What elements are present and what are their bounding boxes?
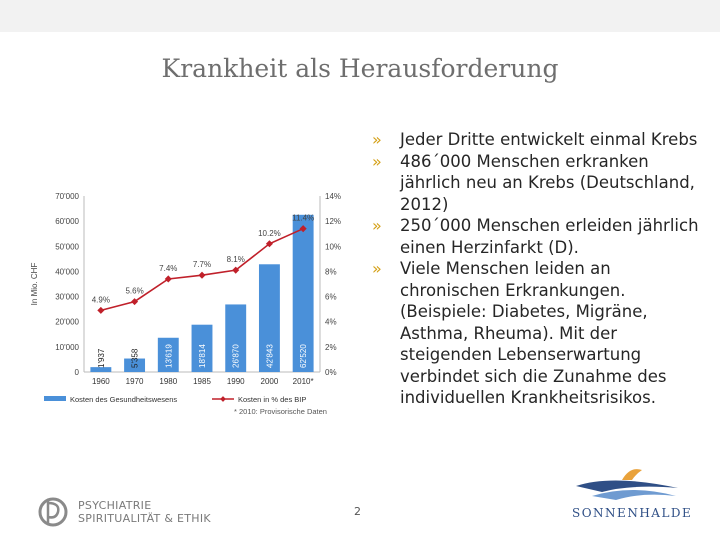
bullet-text: 486´000 Menschen erkranken jährlich neu … bbox=[400, 151, 695, 214]
x-tick-label: 1960 bbox=[92, 377, 110, 386]
bar bbox=[191, 324, 213, 372]
bullet-marker-icon: » bbox=[372, 216, 382, 235]
bip-value-label: 5.6% bbox=[125, 287, 143, 296]
x-tick-label: 2010* bbox=[293, 377, 314, 386]
y2-tick-label: 6% bbox=[325, 293, 337, 302]
legend-bar-swatch bbox=[44, 396, 66, 401]
y-tick-label: 20'000 bbox=[55, 318, 79, 327]
bullet-item: » 486´000 Menschen erkranken jährlich neu… bbox=[372, 151, 712, 216]
y2-tick-label: 2% bbox=[325, 343, 337, 352]
bip-value-label: 7.4% bbox=[159, 264, 177, 273]
bullet-item: » Jeder Dritte entwickelt einmal Krebs bbox=[372, 129, 712, 151]
bar-value-label: 1'937 bbox=[97, 348, 106, 368]
bip-value-label: 8.1% bbox=[227, 255, 245, 264]
bar bbox=[225, 304, 247, 372]
y-tick-label: 50'000 bbox=[55, 242, 79, 251]
x-tick-label: 2000 bbox=[261, 377, 279, 386]
page-number: 2 bbox=[354, 505, 361, 518]
bip-value-label: 11.4% bbox=[292, 214, 314, 223]
bar bbox=[124, 358, 146, 372]
bar-value-label: 18'814 bbox=[198, 344, 207, 368]
bullet-list: » Jeder Dritte entwickelt einmal Krebs » 48… bbox=[372, 129, 712, 409]
legend-bar-label: Kosten des Gesundheitswesens bbox=[70, 395, 177, 404]
sonnenhalde-logo-icon bbox=[576, 469, 678, 500]
psychiatrie-logo-icon bbox=[38, 497, 68, 527]
psychiatrie-logo: PSYCHIATRIE SPIRITUALITÄT & ETHIK bbox=[36, 495, 216, 529]
sonnenhalde-logo: SONNENHALDE bbox=[572, 466, 693, 526]
x-tick-label: 1985 bbox=[193, 377, 211, 386]
bip-point bbox=[164, 275, 172, 283]
y-axis-label: In Mio. CHF bbox=[30, 263, 39, 306]
bip-value-label: 7.7% bbox=[193, 260, 211, 269]
bip-point bbox=[299, 225, 307, 233]
y-tick-label: 70'000 bbox=[55, 192, 79, 201]
y-tick-label: 60'000 bbox=[55, 217, 79, 226]
bip-value-label: 4.9% bbox=[92, 295, 110, 304]
bip-point bbox=[131, 298, 139, 306]
x-tick-label: 1990 bbox=[227, 377, 245, 386]
bar bbox=[90, 367, 112, 372]
legend-line-marker bbox=[220, 396, 226, 402]
slide-title: Krankheit als Herausforderung bbox=[161, 54, 559, 83]
x-tick-label: 1980 bbox=[159, 377, 177, 386]
bar-value-label: 26'870 bbox=[232, 344, 241, 368]
sonnenhalde-text: SONNENHALDE bbox=[572, 506, 693, 520]
y2-tick-label: 14% bbox=[325, 192, 341, 201]
y-tick-label: 40'000 bbox=[55, 267, 79, 276]
bip-point bbox=[198, 271, 206, 279]
bullet-marker-icon: » bbox=[372, 130, 382, 149]
bullet-marker-icon: » bbox=[372, 259, 382, 278]
bip-value-label: 10.2% bbox=[258, 229, 281, 238]
y-tick-label: 0 bbox=[75, 368, 80, 377]
chart-footnote: * 2010: Provisorische Daten bbox=[234, 407, 327, 416]
bar-value-label: 42'843 bbox=[265, 344, 274, 368]
bar bbox=[157, 337, 179, 372]
y-tick-label: 30'000 bbox=[55, 293, 79, 302]
y2-tick-label: 4% bbox=[325, 318, 337, 327]
bar bbox=[292, 214, 314, 372]
y-tick-label: 10'000 bbox=[55, 343, 79, 352]
bip-point bbox=[97, 306, 105, 314]
top-bar bbox=[0, 0, 720, 32]
legend-line-label: Kosten in % des BIP bbox=[238, 395, 306, 404]
y2-tick-label: 0% bbox=[325, 368, 337, 377]
cost-chart: 0 10'000 20'000 30'000 40'000 50'000 60'000 70'… bbox=[30, 192, 341, 416]
bip-point bbox=[232, 266, 240, 274]
bar-value-label: 5'358 bbox=[131, 348, 140, 368]
x-tick-label: 1970 bbox=[126, 377, 144, 386]
bullet-item: » 250´000 Menschen erleiden jährlich eine… bbox=[372, 215, 712, 258]
bar bbox=[258, 264, 280, 372]
logo-line-2: SPIRITUALITÄT & ETHIK bbox=[78, 512, 211, 525]
bullet-marker-icon: » bbox=[372, 151, 382, 171]
bar-value-label: 13'619 bbox=[164, 344, 173, 368]
bullet-text: 250´000 Menschen erleiden jährlich einen… bbox=[400, 216, 699, 257]
bullet-text: Jeder Dritte entwickelt einmal Krebs bbox=[400, 130, 698, 149]
y2-tick-label: 10% bbox=[325, 242, 341, 251]
bullet-text: Viele Menschen leiden an chronischen Erk… bbox=[400, 259, 667, 407]
y2-tick-label: 8% bbox=[325, 267, 337, 276]
bar-value-label: 62'520 bbox=[299, 344, 308, 368]
y2-tick-label: 12% bbox=[325, 217, 341, 226]
bullet-item: » Viele Menschen leiden an chronischen Er… bbox=[372, 258, 712, 409]
logo-line-1: PSYCHIATRIE bbox=[78, 499, 152, 512]
